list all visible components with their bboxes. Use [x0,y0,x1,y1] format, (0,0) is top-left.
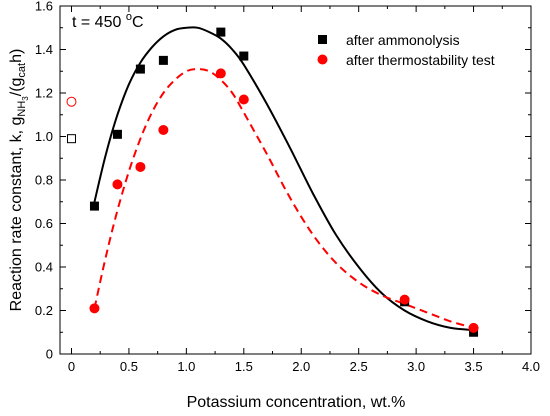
legend: after ammonolysis after thermostability … [317,32,495,68]
y-axis-title: Reaction rate constant, k, gNH3/(gcath) [8,49,30,312]
thermostability-point [158,124,169,135]
legend-marker-thermostability [317,54,328,65]
x-tick-label: 1.0 [177,359,195,374]
y-tick-label: 0.2 [35,303,53,318]
y-tick-label: 1.0 [35,129,53,144]
x-tick-label: 0.5 [120,359,138,374]
x-tick-label: 2.0 [292,359,310,374]
thermostability-point [112,179,123,190]
ammonolysis-point [112,129,122,139]
x-tick-label: 1.5 [235,359,253,374]
thermostability-point [215,68,226,79]
ammonolysis-point [89,201,99,211]
x-tick-label: 2.5 [350,359,368,374]
thermostability-point [468,322,479,333]
y-tick-label: 0 [46,347,53,362]
tick-labels: 0 0.5 1.0 1.5 2.0 2.5 3.0 3.5 4.0 0 0.2 0.4 0.6 0.8 1.… [35,0,540,374]
x-tick-label: 0 [68,359,75,374]
legend-label-thermostability: after thermostability test [346,52,495,68]
ammonolysis-open-point [66,134,76,144]
axis-ticks [60,5,532,355]
x-tick-label: 3.0 [407,359,425,374]
annotation: t = 450 oC [72,11,144,31]
thermostability-point [238,94,249,105]
x-tick-label: 4.0 [522,359,540,374]
data-points [66,27,479,337]
y-tick-label: 0.4 [35,260,53,275]
ammonolysis-point [158,55,168,65]
fit-curves [93,26,474,332]
thermostability-point [135,161,146,172]
y-tick-label: 1.4 [35,42,53,57]
y-tick-label: 0.8 [35,173,53,188]
ammonolysis-point [135,64,145,74]
legend-marker-ammonolysis [318,35,327,44]
y-tick-label: 1.6 [35,0,53,14]
thermostability-point [399,294,410,305]
thermostability-open-point [66,96,77,107]
fit-curve-thermostability [93,68,474,329]
fit-curve-ammonolysis [93,26,474,332]
ammonolysis-point [216,27,226,37]
legend-label-ammonolysis: after ammonolysis [346,32,460,48]
y-tick-label: 1.2 [35,86,53,101]
x-tick-label: 3.5 [465,359,483,374]
y-tick-label: 0.6 [35,216,53,231]
ammonolysis-point [239,51,249,61]
x-axis-title: Potassium concentration, wt.% [187,394,406,411]
thermostability-point [89,303,100,314]
